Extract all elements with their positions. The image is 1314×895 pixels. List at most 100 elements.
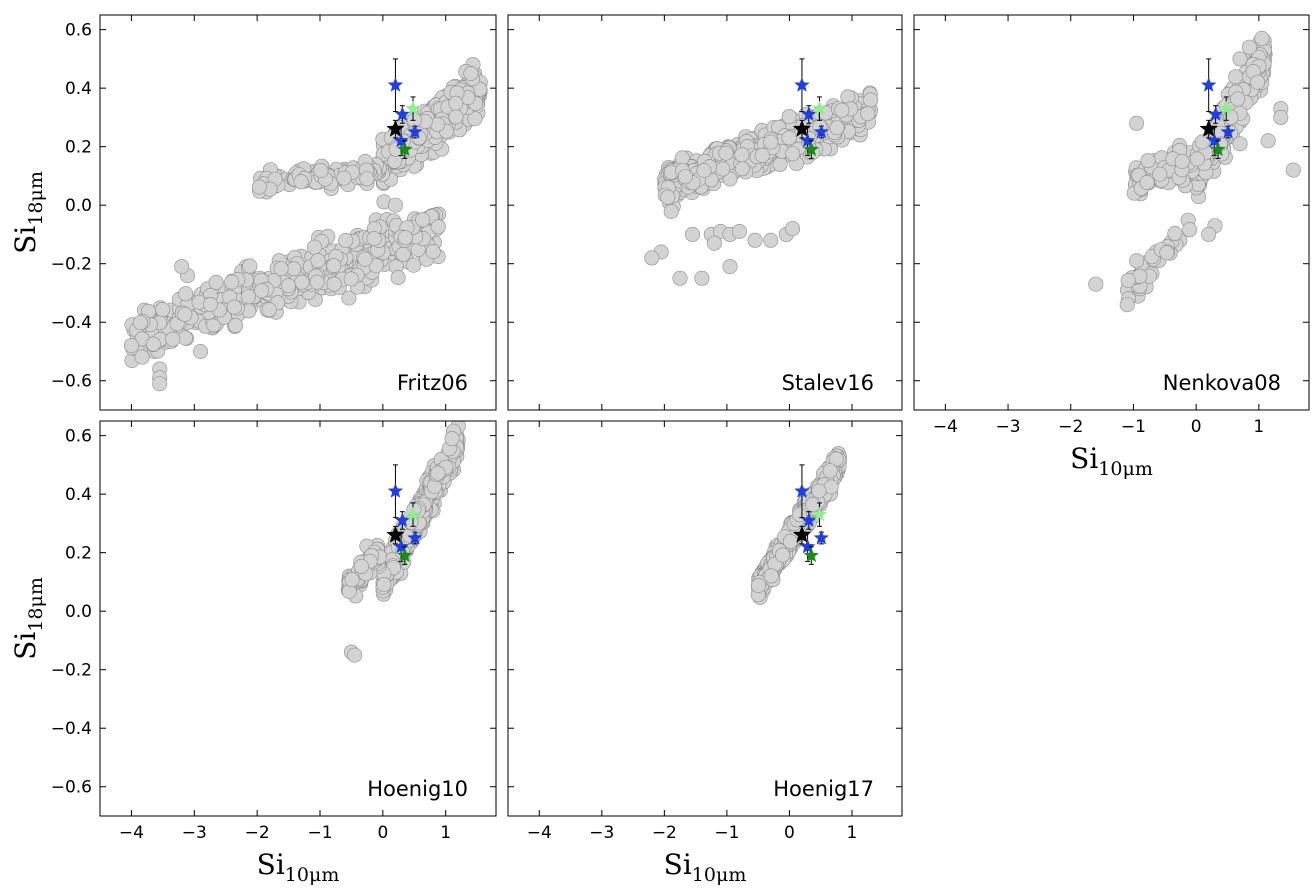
model-point bbox=[1194, 134, 1210, 150]
model-point bbox=[811, 483, 827, 499]
observed-star bbox=[387, 483, 404, 498]
model-point bbox=[1189, 151, 1205, 167]
model-point bbox=[395, 246, 411, 262]
x-tick-label: −4 bbox=[119, 823, 144, 843]
model-point bbox=[1230, 91, 1246, 107]
x-axis-label: Si10μm bbox=[664, 848, 747, 886]
observed-star bbox=[801, 512, 817, 528]
model-point bbox=[341, 290, 357, 306]
model-point bbox=[165, 331, 181, 347]
observed-star bbox=[813, 123, 830, 139]
x-tick-label: 0 bbox=[1191, 417, 1202, 437]
model-point bbox=[660, 189, 676, 205]
model-point bbox=[430, 219, 446, 235]
model-point bbox=[731, 224, 747, 240]
model-point bbox=[294, 274, 310, 290]
model-point bbox=[763, 568, 779, 584]
model-point bbox=[1120, 272, 1136, 288]
model-point bbox=[1254, 30, 1270, 46]
model-point bbox=[359, 171, 375, 187]
plot-frame bbox=[507, 14, 903, 411]
x-axis-label: Si10μm bbox=[257, 848, 340, 886]
model-point bbox=[696, 163, 712, 179]
model-point bbox=[336, 170, 352, 186]
observed-star bbox=[1218, 100, 1235, 116]
model-point bbox=[306, 239, 322, 255]
y-tick-label: 0.0 bbox=[65, 602, 92, 622]
model-point bbox=[338, 233, 354, 249]
model-point bbox=[785, 221, 801, 237]
model-point bbox=[1167, 225, 1183, 241]
model-point bbox=[387, 197, 403, 213]
model-point bbox=[254, 283, 270, 299]
model-point bbox=[134, 349, 150, 365]
model-point bbox=[1129, 115, 1145, 131]
model-point bbox=[208, 274, 224, 290]
model-points bbox=[750, 446, 847, 605]
model-point bbox=[326, 276, 342, 292]
x-axis-label: Si10μm bbox=[1070, 442, 1153, 480]
model-point bbox=[226, 299, 242, 315]
observed-star bbox=[393, 538, 409, 554]
model-point bbox=[273, 261, 289, 277]
plot-frame bbox=[913, 14, 1310, 411]
y-axis-label: Si18μm bbox=[9, 171, 47, 254]
y-tick-label: −0.6 bbox=[51, 778, 92, 798]
observed-star bbox=[811, 100, 828, 116]
plot-frame bbox=[507, 420, 903, 817]
observed-star bbox=[387, 77, 404, 92]
model-point bbox=[448, 109, 464, 125]
x-tick-label: 0 bbox=[377, 823, 388, 843]
observed-points bbox=[792, 58, 830, 159]
model-point bbox=[177, 306, 193, 322]
y-tick-label: −0.2 bbox=[51, 661, 92, 681]
model-points bbox=[644, 85, 879, 286]
model-point bbox=[1260, 133, 1276, 149]
model-point bbox=[772, 156, 788, 172]
observed-star bbox=[799, 538, 816, 554]
y-tick-label: 0.2 bbox=[65, 544, 92, 564]
observed-star bbox=[1200, 77, 1217, 92]
observed-star bbox=[794, 483, 810, 498]
model-point bbox=[785, 146, 801, 162]
model-point bbox=[722, 259, 738, 275]
model-point bbox=[152, 376, 168, 392]
observed-star bbox=[407, 529, 423, 545]
model-point bbox=[132, 315, 148, 331]
observed-star bbox=[397, 141, 413, 157]
x-tick-label: −4 bbox=[527, 823, 552, 843]
panel-label: Stalev16 bbox=[782, 371, 874, 395]
x-tick-label: −2 bbox=[1058, 417, 1083, 437]
model-point bbox=[829, 120, 845, 136]
model-point bbox=[178, 286, 194, 302]
model-point bbox=[251, 179, 267, 195]
model-point bbox=[430, 116, 446, 132]
model-point bbox=[326, 258, 342, 274]
model-point bbox=[344, 572, 360, 588]
model-point bbox=[677, 169, 693, 185]
observed-star bbox=[1207, 106, 1224, 122]
x-tick-label: 1 bbox=[847, 823, 858, 843]
model-point bbox=[706, 235, 722, 251]
model-point bbox=[242, 258, 258, 274]
panel-hoenig10: −4 −3 −2 −1 0 1 −0.6 −0.4 −0.2 0.0 0.2 0.4 0.6 Hoenig… bbox=[9, 420, 497, 886]
panel-label: Nenkova08 bbox=[1163, 371, 1281, 395]
observed-star bbox=[1206, 132, 1223, 148]
model-point bbox=[444, 431, 460, 447]
model-point bbox=[1088, 276, 1104, 292]
model-point bbox=[313, 163, 329, 179]
model-point bbox=[286, 261, 302, 277]
model-point bbox=[1174, 154, 1190, 170]
model-point bbox=[1119, 297, 1135, 313]
y-tick-label: −0.4 bbox=[51, 313, 92, 333]
panel-label: Hoenig17 bbox=[773, 777, 874, 801]
model-point bbox=[1182, 222, 1198, 238]
model-point bbox=[805, 497, 821, 513]
model-point bbox=[448, 95, 464, 111]
panel-label: Hoenig10 bbox=[367, 777, 468, 801]
model-point bbox=[430, 465, 446, 481]
panel-hoenig17: −4 −3 −2 −1 0 1 Hoenig17 Si10μm bbox=[507, 420, 903, 886]
model-point bbox=[1159, 245, 1175, 261]
model-point bbox=[366, 231, 382, 247]
model-point bbox=[782, 533, 798, 549]
